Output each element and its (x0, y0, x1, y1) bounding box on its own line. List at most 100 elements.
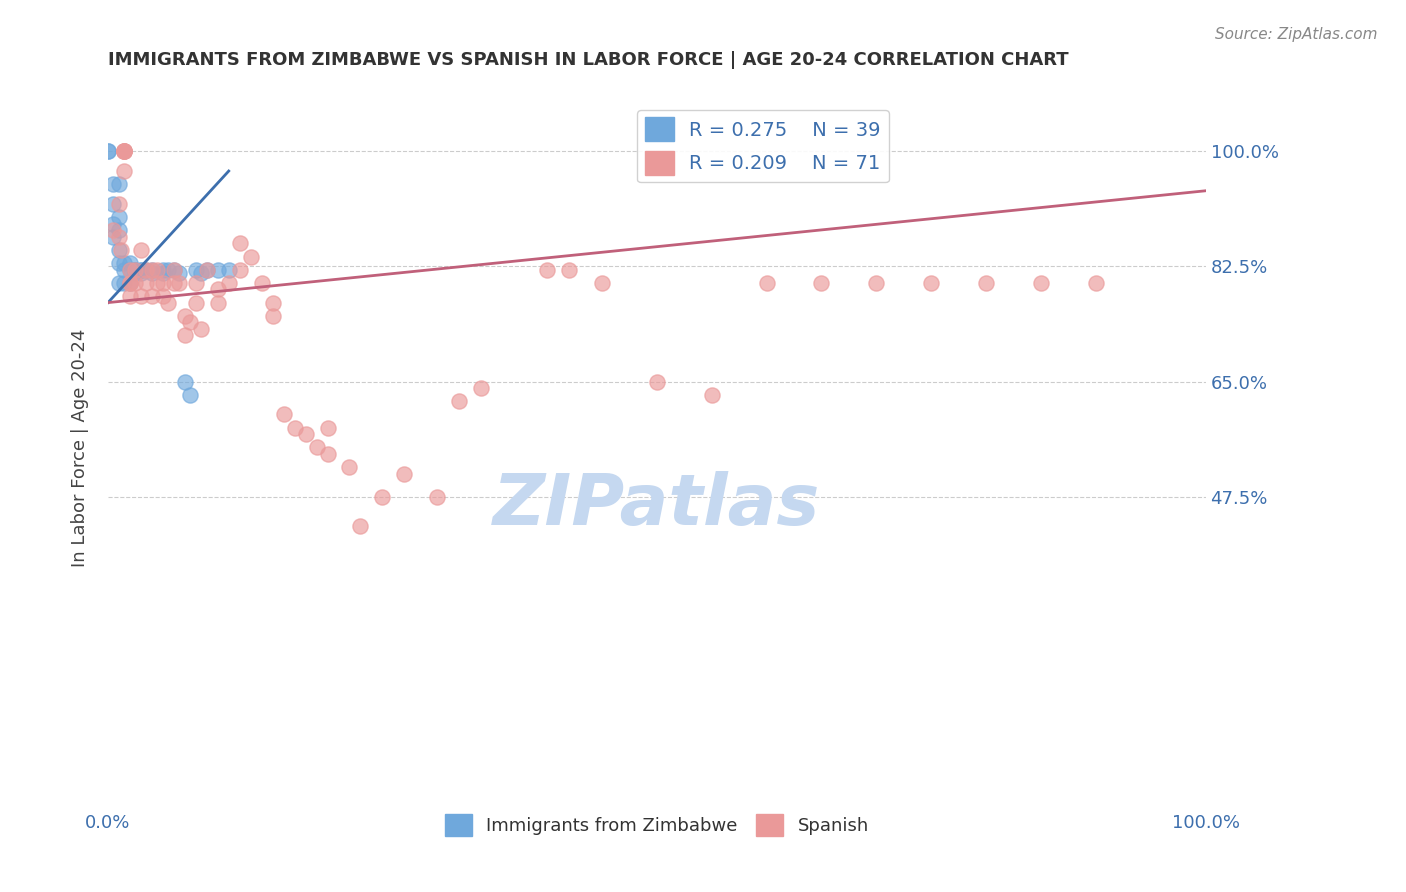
Point (146, 276, 169, 290)
Point (129, 289, 152, 303)
Y-axis label: In Labor Force | Age 20-24: In Labor Force | Age 20-24 (72, 328, 89, 566)
Point (294, 427, 316, 442)
Point (152, 266, 174, 280)
Point (108, 243, 131, 257)
Point (536, 262, 558, 277)
Point (316, 420, 339, 434)
Point (228, 236, 250, 251)
Point (190, 322, 212, 336)
Point (974, 276, 997, 290)
Point (195, 262, 218, 277)
Point (129, 266, 152, 280)
Point (1084, 276, 1107, 290)
Point (129, 262, 152, 277)
Point (114, 276, 136, 290)
Point (103, 197, 125, 211)
Point (250, 276, 273, 290)
Point (184, 295, 207, 310)
Point (239, 250, 262, 264)
Point (103, 229, 125, 244)
Point (118, 276, 141, 290)
Point (108, 256, 131, 270)
Point (118, 276, 141, 290)
Point (108, 177, 131, 191)
Point (228, 262, 250, 277)
Text: IMMIGRANTS FROM ZIMBABWE VS SPANISH IN LABOR FORCE | AGE 20-24 CORRELATION CHART: IMMIGRANTS FROM ZIMBABWE VS SPANISH IN L… (108, 51, 1069, 69)
Point (114, 256, 136, 270)
Point (426, 490, 449, 504)
Point (173, 328, 195, 343)
Point (218, 276, 240, 290)
Point (124, 266, 146, 280)
Point (179, 315, 201, 329)
Point (110, 243, 132, 257)
Legend: Immigrants from Zimbabwe, Spanish: Immigrants from Zimbabwe, Spanish (437, 807, 876, 844)
Point (108, 223, 131, 237)
Point (114, 145, 136, 159)
Point (755, 276, 778, 290)
Point (124, 276, 146, 290)
Point (163, 276, 186, 290)
Point (108, 197, 131, 211)
Point (135, 276, 157, 290)
Point (135, 262, 157, 277)
Point (173, 375, 195, 389)
Point (207, 282, 229, 296)
Point (169, 276, 191, 290)
Point (591, 276, 613, 290)
Point (184, 262, 207, 277)
Point (645, 375, 668, 389)
Point (207, 295, 229, 310)
Point (124, 262, 146, 277)
Point (129, 243, 152, 257)
Point (103, 223, 125, 237)
Point (179, 387, 201, 401)
Point (108, 276, 131, 290)
Point (470, 381, 492, 395)
Point (218, 262, 240, 277)
Point (129, 262, 152, 277)
Point (184, 276, 207, 290)
Point (284, 420, 307, 434)
Point (558, 262, 581, 277)
Point (169, 266, 191, 280)
Point (173, 309, 195, 323)
Point (124, 262, 146, 277)
Point (157, 262, 180, 277)
Point (141, 266, 163, 280)
Point (262, 309, 284, 323)
Point (114, 145, 136, 159)
Point (114, 145, 136, 159)
Point (207, 262, 229, 277)
Point (141, 262, 163, 277)
Text: Source: ZipAtlas.com: Source: ZipAtlas.com (1215, 27, 1378, 42)
Point (103, 177, 125, 191)
Point (195, 262, 218, 277)
Point (118, 262, 141, 277)
Point (118, 289, 141, 303)
Point (810, 276, 832, 290)
Point (141, 289, 163, 303)
Point (108, 229, 131, 244)
Point (273, 408, 295, 422)
Point (135, 262, 157, 277)
Point (920, 276, 942, 290)
Point (262, 295, 284, 310)
Point (157, 295, 180, 310)
Point (190, 266, 212, 280)
Point (141, 262, 163, 277)
Point (108, 210, 131, 224)
Point (114, 145, 136, 159)
Point (394, 467, 416, 481)
Point (152, 289, 174, 303)
Point (97, 145, 120, 159)
Point (114, 145, 136, 159)
Point (163, 262, 186, 277)
Point (339, 460, 361, 475)
Point (349, 519, 371, 533)
Point (700, 387, 723, 401)
Point (152, 276, 174, 290)
Point (865, 276, 887, 290)
Point (114, 164, 136, 178)
Point (114, 262, 136, 277)
